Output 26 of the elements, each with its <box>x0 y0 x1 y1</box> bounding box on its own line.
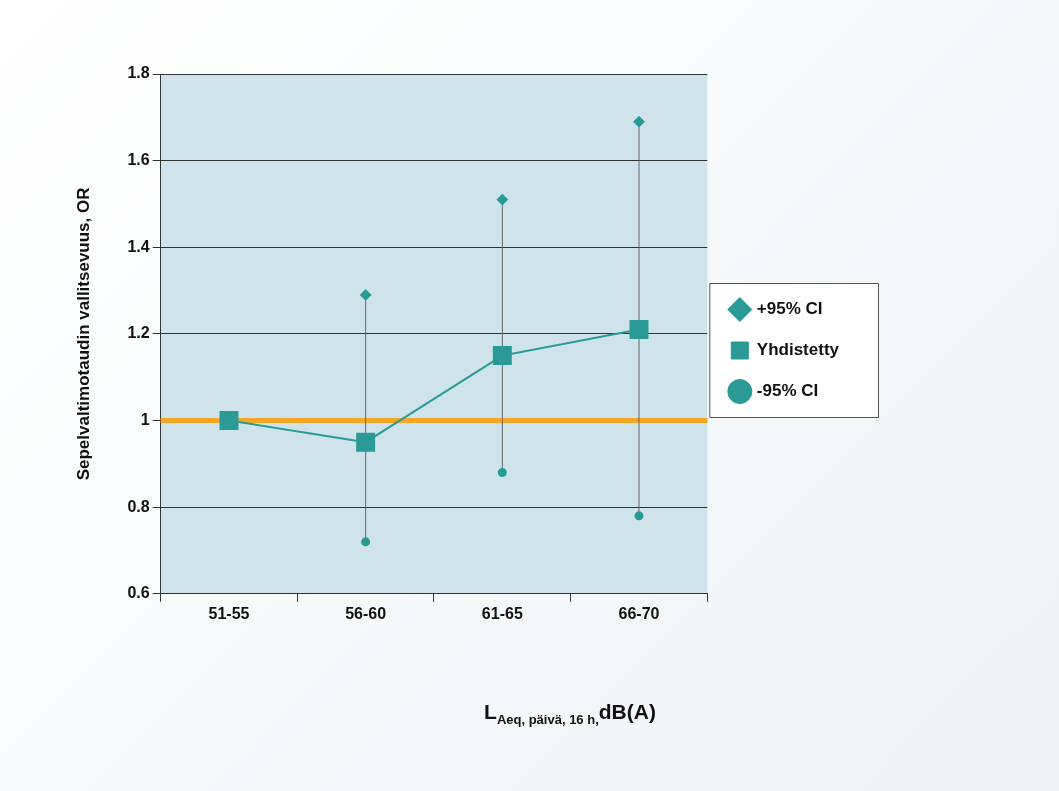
point <box>497 468 507 478</box>
y-tick-label: 1.6 <box>127 151 150 169</box>
legend-label: Yhdistetty <box>756 340 840 360</box>
legend-label: -95% CI <box>756 381 819 401</box>
point <box>629 320 649 340</box>
y-tick-label: 1.2 <box>127 324 150 342</box>
x-tick-label: 51-55 <box>208 604 250 622</box>
y-tick-label: 0.6 <box>127 584 150 602</box>
point <box>360 289 372 301</box>
point <box>356 432 376 452</box>
y-tick-label: 1.8 <box>127 64 150 82</box>
point <box>219 411 239 431</box>
x-tick-label: 56-60 <box>345 604 387 622</box>
point <box>634 511 644 521</box>
point <box>492 346 512 366</box>
y-tick-label: 0.8 <box>127 497 150 515</box>
y-tick-label: 1.4 <box>127 237 150 255</box>
x-axis-title: L$_{Aeq, päivä, 16 h,}$dB(A) <box>483 700 657 728</box>
y-axis-title: Sepelvaltimotaudin vallitsevuus, OR <box>73 187 93 481</box>
y-tick-label: 1 <box>140 410 150 428</box>
x-tick-label: 61-65 <box>481 604 523 622</box>
point <box>361 537 371 547</box>
legend-label: +95% CI <box>756 299 823 319</box>
x-tick-label: 66-70 <box>618 604 660 622</box>
point <box>633 116 645 128</box>
point <box>496 194 508 206</box>
